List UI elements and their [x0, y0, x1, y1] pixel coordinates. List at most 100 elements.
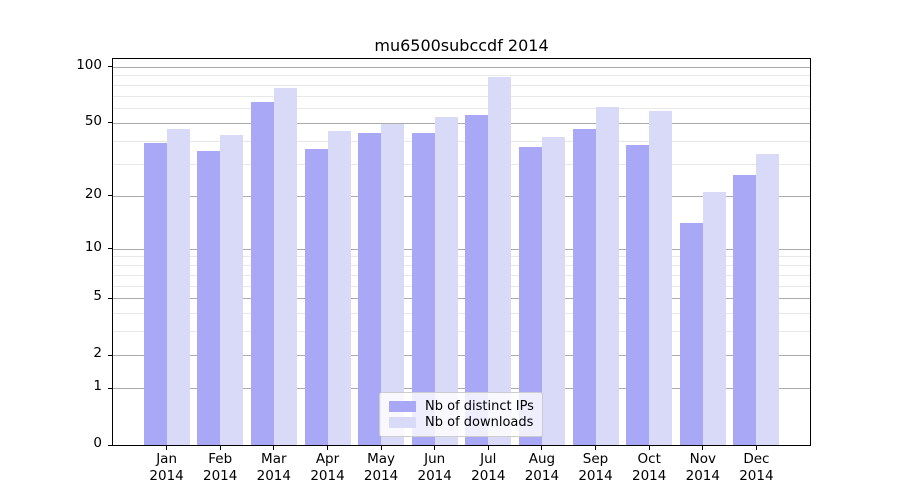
x-tick-month: Nov: [689, 451, 716, 467]
minor-gridline: [113, 84, 810, 86]
x-tick-year: 2014: [632, 468, 667, 484]
minor-gridline: [113, 95, 810, 97]
x-tick-year: 2014: [256, 468, 291, 484]
x-tick-year: 2014: [685, 468, 720, 484]
x-tick-mark: [327, 445, 328, 450]
x-tick-mark: [166, 445, 168, 450]
minor-gridline: [113, 163, 810, 165]
x-tick-label: Aug 2014: [510, 451, 574, 485]
bar-downloads-aug: [541, 136, 565, 445]
y-tick-label: 100: [76, 56, 102, 73]
bar-downloads-jun: [434, 116, 458, 445]
x-tick-mark: [487, 445, 489, 450]
x-tick-label: Mar 2014: [242, 451, 306, 485]
bar-distinct-ips-mar: [250, 101, 274, 445]
x-tick-mark: [648, 445, 650, 450]
x-tick-mark: [595, 445, 596, 450]
x-tick-label: Feb 2014: [188, 451, 252, 485]
minor-gridline: [113, 313, 810, 315]
bar-distinct-ips-oct: [626, 144, 650, 445]
y-tick-label: 2: [93, 345, 102, 361]
x-tick-year: 2014: [363, 468, 399, 484]
major-gridline: [113, 248, 810, 250]
x-tick-month: Oct: [637, 451, 661, 467]
y-tick-mark: [108, 387, 113, 389]
x-tick-label: May 2014: [349, 451, 413, 485]
y-tick-mark: [108, 354, 113, 356]
minor-gridline: [113, 274, 810, 276]
bar-distinct-ips-feb: [197, 151, 221, 445]
y-tick-label: 20: [84, 185, 102, 202]
x-tick-month: May: [367, 451, 396, 467]
y-tick-mark: [108, 248, 113, 249]
minor-gridline: [113, 140, 810, 142]
bar-downloads-feb: [220, 134, 244, 445]
minor-gridline: [113, 285, 810, 287]
bar-distinct-ips-jul: [465, 115, 489, 445]
x-tick-month: Jul: [480, 451, 497, 467]
y-tick-mark: [108, 122, 113, 124]
y-tick-mark: [108, 444, 113, 446]
y-tick-label: 0: [93, 435, 102, 451]
x-tick-label: Apr 2014: [296, 451, 360, 485]
minor-gridline: [113, 256, 810, 258]
x-tick-month: Apr: [315, 451, 340, 467]
legend-label: Nb of distinct IPs: [425, 398, 534, 414]
bar-downloads-oct: [649, 110, 673, 445]
bar-distinct-ips-aug: [518, 146, 542, 445]
x-tick-mark: [273, 445, 275, 450]
bar-downloads-mar: [273, 87, 297, 445]
x-tick-year: 2014: [149, 468, 184, 484]
bar-distinct-ips-apr: [304, 149, 328, 445]
x-tick-year: 2014: [471, 468, 506, 484]
y-tick-mark: [108, 195, 113, 196]
x-tick-mark: [380, 445, 382, 450]
x-tick-mark: [434, 445, 436, 450]
x-tick-month: Dec: [743, 451, 770, 467]
legend-swatch: [389, 400, 416, 412]
major-gridline: [113, 298, 810, 300]
legend-item: Nb of distinct IPs: [389, 398, 534, 414]
legend-swatch: [389, 417, 416, 429]
chart-title: mu6500subccdf 2014: [374, 36, 549, 55]
bar-downloads-dec: [756, 153, 780, 445]
plot-area: Nb of distinct IPs Nb of downloads: [112, 58, 811, 446]
bar-downloads-apr: [327, 131, 351, 445]
major-gridline: [113, 195, 810, 197]
major-gridline: [113, 66, 810, 68]
x-tick-label: Jul 2014: [456, 451, 520, 485]
x-tick-mark: [702, 445, 704, 450]
y-tick-label: 1: [93, 378, 102, 395]
x-tick-month: Jan: [156, 451, 177, 467]
y-tick-mark: [108, 297, 113, 299]
bar-distinct-ips-nov: [679, 223, 703, 445]
bar-downloads-sep: [595, 106, 619, 445]
legend-item: Nb of downloads: [389, 415, 533, 430]
bar-distinct-ips-dec: [733, 174, 757, 445]
x-tick-label: Nov 2014: [671, 451, 735, 485]
bar-downloads-jan: [166, 129, 190, 445]
bar-distinct-ips-sep: [572, 129, 596, 445]
x-tick-month: Aug: [528, 451, 556, 467]
x-tick-mark: [541, 445, 543, 450]
legend-label: Nb of downloads: [425, 415, 534, 431]
bar-distinct-ips-jun: [411, 133, 435, 445]
x-tick-label: Dec 2014: [724, 451, 788, 485]
x-tick-year: 2014: [203, 468, 238, 484]
major-gridline: [113, 355, 810, 356]
x-tick-label: Oct 2014: [617, 451, 681, 485]
y-tick-mark: [108, 66, 113, 68]
bar-downloads-nov: [702, 191, 726, 445]
x-tick-mark: [219, 445, 221, 450]
x-tick-year: 2014: [739, 468, 774, 484]
bar-downloads-may: [381, 124, 405, 445]
y-tick-label: 50: [84, 112, 102, 129]
minor-gridline: [113, 108, 810, 110]
y-tick-label: 10: [84, 238, 102, 255]
x-tick-month: Sep: [582, 451, 609, 467]
x-tick-label: Jan 2014: [135, 451, 199, 485]
x-tick-label: Jun 2014: [403, 451, 467, 485]
x-tick-year: 2014: [524, 468, 560, 484]
x-tick-month: Mar: [261, 451, 287, 467]
